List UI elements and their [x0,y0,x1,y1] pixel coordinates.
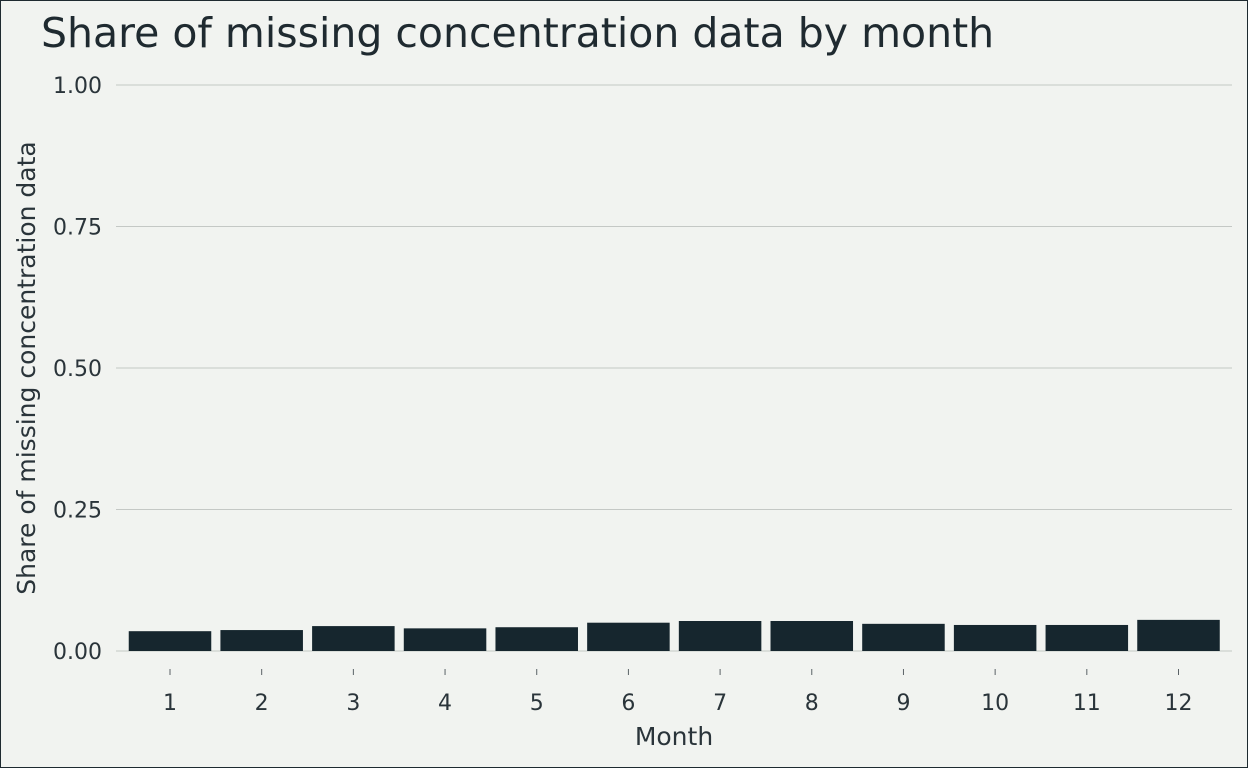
x-tick-label: 4 [438,691,452,716]
x-tick-label: 12 [1165,691,1193,716]
x-tick-label: 7 [713,691,727,716]
x-tick-label: 9 [896,691,910,716]
y-tick-label: 0.25 [53,499,102,524]
x-tick-label: 5 [530,691,544,716]
y-axis-title: Share of missing concentration data [12,141,41,595]
grid-lines [116,84,1232,652]
bar-month-3 [312,626,395,651]
bar-month-9 [862,623,945,651]
y-tick-label: 0.75 [53,216,102,241]
y-tick-label: 1.00 [53,74,102,99]
bar-month-2 [220,630,303,651]
x-tick-label: 8 [805,691,819,716]
x-tick-label: 2 [255,691,269,716]
y-tick-label: 0.50 [53,357,102,382]
x-tick-label: 6 [621,691,635,716]
bar-month-7 [678,621,762,651]
bar-month-6 [587,622,670,651]
bar-month-8 [770,621,854,651]
bars [128,619,1220,651]
x-tick-label: 11 [1073,691,1101,716]
bar-month-11 [1045,624,1129,651]
bar-month-12 [1137,619,1220,651]
x-tick-label: 1 [163,691,177,716]
x-tick-label: 10 [981,691,1009,716]
bar-month-10 [953,624,1037,651]
x-tick-label: 3 [346,691,360,716]
x-axis-title: Month [635,722,713,751]
chart-title: Share of missing concentration data by m… [41,9,995,57]
bar-month-4 [403,628,487,651]
y-tick-label: 0.00 [53,640,102,665]
y-tick-labels: 0.00 0.25 0.50 0.75 1.00 [53,74,102,665]
x-ticks: 1 2 3 4 5 6 7 8 9 10 11 12 [163,669,1193,716]
bar-month-1 [128,631,212,651]
bar-month-5 [495,627,578,651]
